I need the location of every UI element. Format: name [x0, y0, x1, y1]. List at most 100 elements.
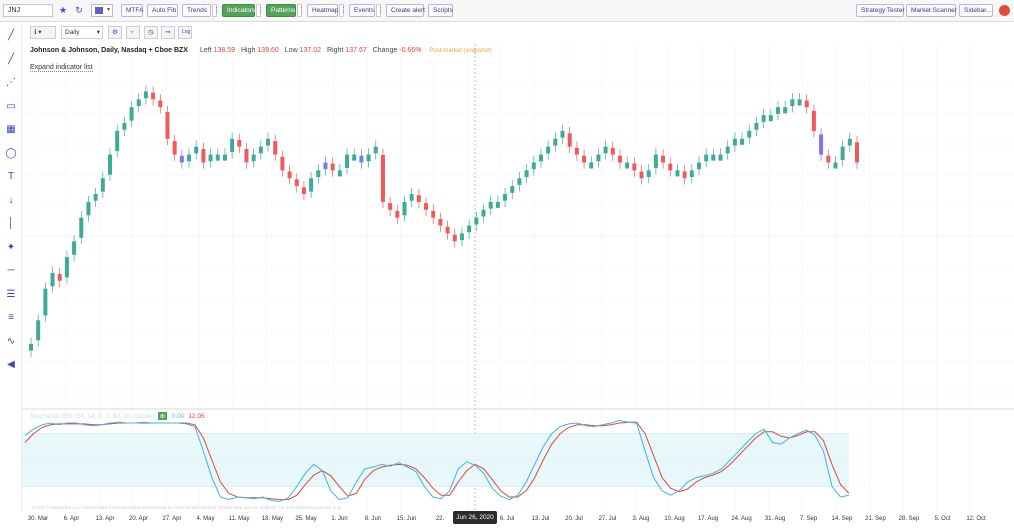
candle-body	[395, 210, 400, 218]
candle-body	[352, 154, 357, 161]
interval-select[interactable]: Daily ▾	[61, 26, 103, 39]
scripts-button[interactable]: Scripts	[428, 4, 453, 17]
candle-body	[366, 154, 371, 162]
candle-body	[201, 149, 206, 163]
candle-body	[93, 194, 98, 201]
candle-body	[538, 154, 543, 162]
candle-body	[761, 115, 766, 122]
polyline-icon[interactable]: ∿	[6, 335, 16, 347]
candle-body	[754, 123, 759, 130]
candle-body	[57, 274, 62, 281]
vertical-line-icon[interactable]: │	[7, 218, 15, 229]
horizontal-line-icon[interactable]: ─	[7, 265, 15, 276]
instrument-title: Johnson & Johnson, Daily, Nasdaq + Cboe …	[30, 47, 188, 54]
fib-icon[interactable]: ☰	[6, 288, 16, 300]
x-axis-label: 10. Aug	[664, 516, 685, 522]
symbol-input[interactable]: JNJ	[3, 4, 53, 17]
candle-body	[467, 225, 472, 233]
candle-body	[208, 154, 213, 162]
heatmap-more-icon[interactable]: ⋮	[339, 4, 347, 17]
x-axis-label: 24. Aug	[731, 516, 752, 522]
candle-body	[646, 170, 651, 178]
gear-icon[interactable]: ⚙	[108, 26, 122, 39]
candle-body	[438, 218, 443, 226]
candle-body	[445, 226, 450, 234]
trends-button[interactable]: Trends	[182, 4, 211, 17]
events-button[interactable]: Events	[349, 4, 375, 17]
star-icon[interactable]: ★	[58, 5, 68, 15]
right-button-0[interactable]: Strategy Tester	[856, 4, 905, 17]
candle-body	[388, 203, 393, 210]
x-axis-label: 6. Apr	[63, 516, 80, 522]
chart-area[interactable]	[22, 22, 1014, 512]
indicators-more-icon[interactable]: ⋮	[256, 4, 264, 17]
x-axis-label: 8. Jun	[364, 516, 382, 522]
candle-body	[546, 146, 551, 154]
events-more-icon[interactable]: ⋮	[376, 4, 384, 17]
candle-body	[273, 141, 278, 155]
candle-body	[625, 162, 630, 169]
legend-low: 137.02	[299, 47, 322, 54]
candle-body	[510, 186, 515, 193]
arrow-down-icon[interactable]: ↓	[8, 194, 14, 206]
candle-body	[459, 233, 464, 241]
right-button-1[interactable]: Market Scanner	[906, 4, 957, 17]
ellipse-icon[interactable]: ◯	[5, 147, 17, 159]
legend-change: -0.66%	[399, 47, 422, 54]
drawing-toolbar: ╱ ╱ ⋰ ▭ ▦ ◯ T ↓ │ ✦ ─ ☰ ≡ ∿ ◀	[0, 22, 22, 512]
heatmap-button[interactable]: Heatmap	[307, 4, 338, 17]
refresh-icon[interactable]: ↻	[75, 5, 83, 15]
candle-body	[266, 138, 271, 146]
chevron-down-icon: ▾	[106, 7, 110, 13]
trendline-icon[interactable]: ╱	[7, 30, 15, 41]
candle-body	[222, 154, 227, 161]
indicators-button[interactable]: Indicators	[222, 4, 255, 17]
chart-type-button[interactable]: ℹ ▾	[30, 26, 56, 39]
compare-icon[interactable]: ⇝	[161, 26, 175, 39]
candle-body	[653, 154, 658, 168]
candle-body	[840, 146, 845, 161]
mtfa-button[interactable]: MTFA	[121, 4, 143, 17]
patterns-button[interactable]: Patterns	[266, 4, 296, 17]
createalert-button[interactable]: Create alert	[386, 4, 425, 17]
candle-body	[632, 163, 637, 171]
channel-icon[interactable]: ≡	[8, 312, 14, 323]
watermark: ©2020 TradingView LLC. Market data ©2020…	[32, 505, 342, 510]
eraser-icon[interactable]: ◀	[7, 359, 15, 370]
x-axis-label: 5. Oct	[934, 516, 951, 522]
candle-body	[345, 154, 350, 168]
patterns-more-icon[interactable]: ⋮	[297, 4, 305, 17]
candle-body	[582, 155, 587, 163]
candle-body	[560, 130, 565, 138]
candle-body	[503, 194, 508, 201]
candle-body	[359, 155, 364, 163]
candle-body	[316, 170, 321, 178]
candle-body	[301, 187, 306, 194]
expand-indicator-link[interactable]: Expand indicator list	[30, 64, 93, 72]
crosshair-icon[interactable]: ⌖	[126, 26, 140, 39]
candle-body	[481, 209, 486, 217]
color-picker[interactable]: ▾	[91, 4, 113, 17]
candle-body	[136, 99, 141, 107]
notification-icon[interactable]	[999, 5, 1010, 16]
shaded-rect-icon[interactable]: ▦	[6, 124, 16, 135]
oscillator-toggle[interactable]: ⊕	[157, 412, 168, 420]
candle-body	[258, 146, 263, 154]
candle-body	[172, 141, 177, 155]
text-icon[interactable]: T	[7, 171, 15, 182]
candle-body	[689, 170, 694, 178]
autofib-button[interactable]: Auto Fib	[147, 4, 178, 17]
pitchfork-icon[interactable]: ⋰	[6, 77, 16, 88]
candle-body	[287, 171, 292, 179]
ray-icon[interactable]: ╱	[7, 53, 15, 65]
cross-icon[interactable]: ✦	[6, 241, 16, 253]
clock-icon[interactable]: ◷	[144, 26, 158, 39]
log-toggle[interactable]: Log	[178, 26, 192, 39]
trends-more-icon[interactable]: ⋮	[212, 4, 220, 17]
rectangle-icon[interactable]: ▭	[6, 100, 16, 112]
candle-body	[833, 162, 838, 169]
right-button-2[interactable]: Sidebar...	[959, 4, 993, 17]
legend-right: 137.67	[345, 47, 367, 54]
x-axis-label: 21. Sep	[865, 516, 886, 522]
candle-body	[718, 154, 723, 161]
